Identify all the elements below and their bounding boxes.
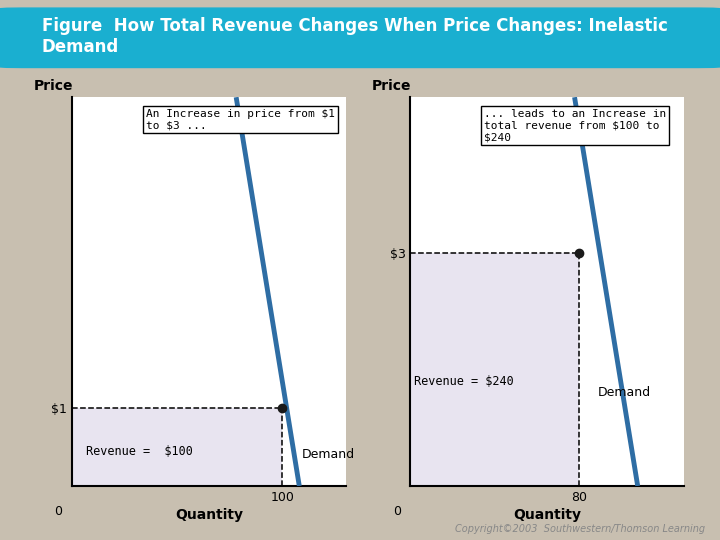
Text: Demand: Demand	[598, 386, 651, 399]
Text: Revenue =  $100: Revenue = $100	[86, 444, 193, 457]
Text: 0: 0	[54, 505, 63, 518]
Text: Price: Price	[34, 79, 73, 93]
Text: Price: Price	[372, 79, 412, 93]
Text: ... leads to an Increase in
total revenue from $100 to
$240: ... leads to an Increase in total revenu…	[485, 109, 667, 142]
X-axis label: Quantity: Quantity	[175, 508, 243, 522]
FancyBboxPatch shape	[0, 8, 720, 68]
Text: Figure  How Total Revenue Changes When Price Changes: Inelastic
Demand: Figure How Total Revenue Changes When Pr…	[42, 17, 667, 56]
Text: Demand: Demand	[302, 448, 354, 461]
Text: 0: 0	[392, 505, 401, 518]
Text: Copyright©2003  Southwestern/Thomson Learning: Copyright©2003 Southwestern/Thomson Lear…	[456, 524, 706, 534]
Bar	[410, 253, 579, 486]
Text: Revenue = $240: Revenue = $240	[415, 375, 514, 388]
Bar	[72, 408, 282, 486]
X-axis label: Quantity: Quantity	[513, 508, 581, 522]
Text: An Increase in price from $1
to $3 ...: An Increase in price from $1 to $3 ...	[146, 109, 335, 131]
